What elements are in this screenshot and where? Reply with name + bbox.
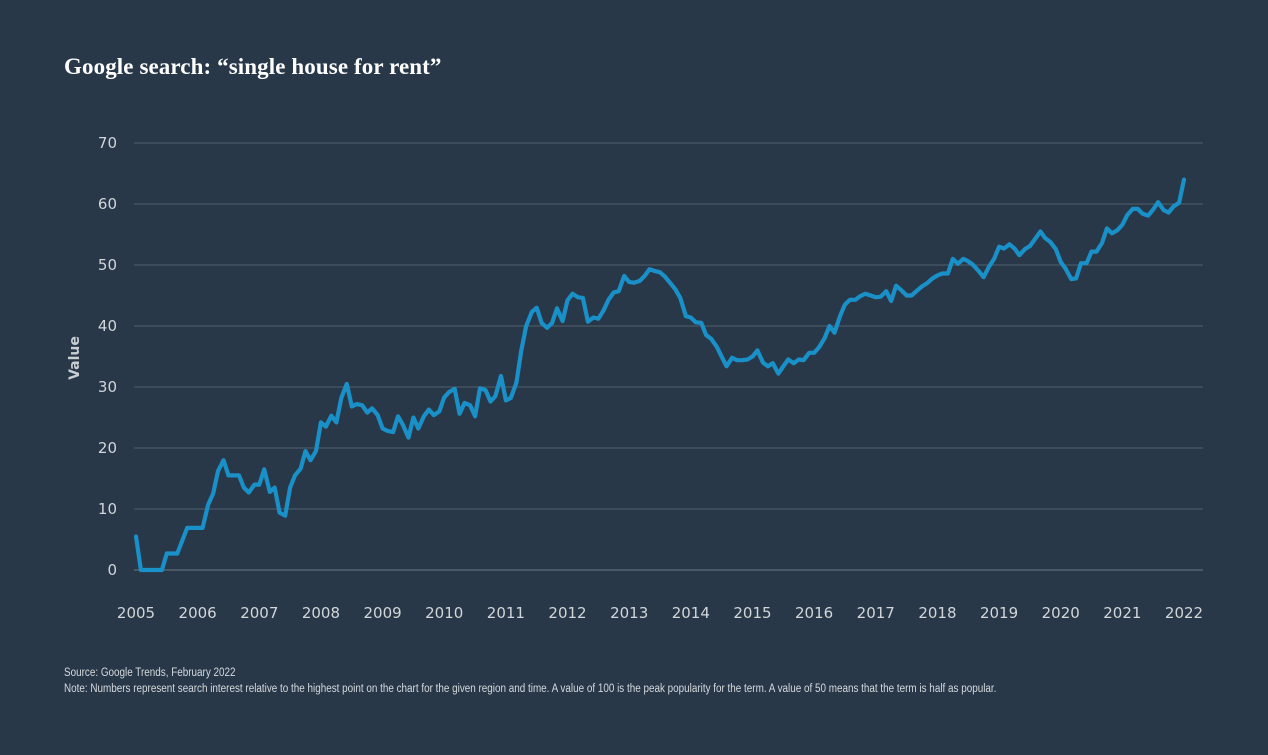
series-line-0 xyxy=(133,177,1187,573)
x-tick-label-2021: 2021 xyxy=(1103,604,1141,622)
x-tick-label-2009: 2009 xyxy=(363,604,401,622)
x-tick-label-2015: 2015 xyxy=(733,604,771,622)
y-tick-label-50: 50 xyxy=(98,256,117,274)
x-tick-label-2018: 2018 xyxy=(918,604,956,622)
source-text: Source: Google Trends, February 2022 xyxy=(64,667,236,679)
x-tick-label-2022: 2022 xyxy=(1165,604,1203,622)
gridlines xyxy=(134,142,1203,571)
x-tick-label-2020: 2020 xyxy=(1042,604,1080,622)
x-tick-label-2016: 2016 xyxy=(795,604,833,622)
x-tick-label-2013: 2013 xyxy=(610,604,648,622)
x-tick-label-2010: 2010 xyxy=(425,604,463,622)
x-tick-label-2012: 2012 xyxy=(548,604,586,622)
x-tick-label-2017: 2017 xyxy=(857,604,895,622)
x-tick-label-2005: 2005 xyxy=(117,604,155,622)
y-tick-label-30: 30 xyxy=(98,378,117,396)
x-tick-label-2006: 2006 xyxy=(179,604,217,622)
y-tick-label-40: 40 xyxy=(98,317,117,335)
x-tick-label-2014: 2014 xyxy=(672,604,710,622)
x-tick-label-2007: 2007 xyxy=(240,604,278,622)
footer: Source: Google Trends, February 2022 Not… xyxy=(64,665,996,697)
series-lines xyxy=(133,177,1187,573)
y-tick-label-10: 10 xyxy=(98,500,117,518)
y-tick-label-0: 0 xyxy=(107,561,117,579)
y-axis-label: Value xyxy=(67,336,83,380)
x-tick-label-2008: 2008 xyxy=(302,604,340,622)
chart-title: Google search: “single house for rent” xyxy=(64,54,442,79)
y-tick-label-70: 70 xyxy=(98,134,117,152)
x-axis-ticks: 2005 2006 2007 2008 2009 2010 2011 2012 2013 2014… xyxy=(117,604,1203,622)
note-text: Note: Numbers represent search interest … xyxy=(64,683,997,695)
y-tick-label-20: 20 xyxy=(98,439,117,457)
x-tick-label-2011: 2011 xyxy=(487,604,525,622)
y-axis-ticks: 0 10 20 30 40 50 60 70 xyxy=(98,134,117,579)
x-tick-label-2019: 2019 xyxy=(980,604,1018,622)
y-tick-label-60: 60 xyxy=(98,195,117,213)
